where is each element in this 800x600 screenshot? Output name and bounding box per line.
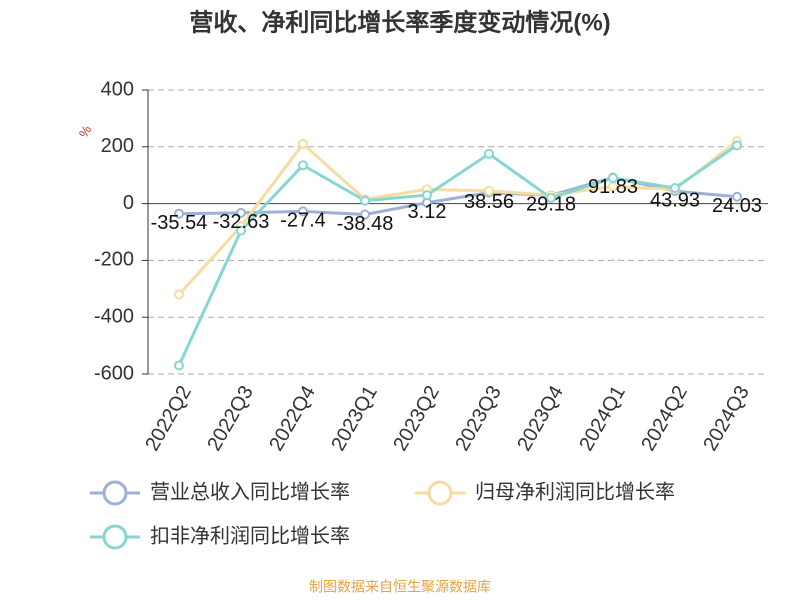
x-tick-label: 2023Q3	[451, 382, 506, 455]
series-line	[177, 139, 738, 296]
point	[236, 207, 246, 218]
data-label: -35.54	[151, 212, 208, 234]
data-label: -32.63	[213, 211, 270, 233]
point	[422, 190, 432, 201]
source-note: 制图数据来自恒生聚源数据库	[309, 579, 491, 595]
point	[360, 209, 370, 220]
point	[174, 208, 184, 219]
point	[236, 225, 246, 236]
series-line	[177, 144, 738, 367]
point	[608, 173, 618, 184]
y-tick-label: -200	[94, 249, 134, 271]
point	[174, 360, 184, 371]
x-tick-label: 2024Q3	[699, 382, 754, 455]
legend-marker	[427, 480, 453, 506]
x-tick-label: 2022Q3	[203, 382, 258, 455]
y-tick-label: 200	[101, 135, 134, 157]
data-label: 24.03	[712, 195, 762, 217]
y-tick-label: 400	[101, 78, 134, 100]
y-axis-label: %	[76, 122, 95, 140]
data-label: 91.83	[588, 176, 638, 198]
y-tick-label: -600	[94, 362, 134, 384]
data-label: -38.48	[337, 213, 394, 235]
point	[298, 206, 308, 217]
data-label: -27.4	[280, 210, 326, 232]
point	[546, 192, 556, 203]
legend-label: 营业总收入同比增长率	[150, 480, 350, 503]
x-tick-label: 2023Q4	[513, 382, 568, 455]
point	[298, 160, 308, 171]
x-tick-label: 2023Q2	[389, 382, 444, 455]
point	[732, 191, 742, 202]
x-tick-label: 2024Q2	[637, 382, 692, 455]
point	[732, 140, 742, 151]
data-label: 3.12	[408, 201, 447, 223]
point	[298, 138, 308, 149]
y-tick-label: 0	[123, 192, 134, 214]
point	[174, 289, 184, 300]
x-tick-label: 2022Q4	[265, 382, 320, 455]
legend-label: 归母净利润同比增长率	[475, 480, 675, 503]
y-tick-label: -400	[94, 305, 134, 327]
point	[670, 182, 680, 193]
x-tick-label: 2024Q1	[575, 382, 630, 455]
x-tick-label: 2022Q2	[141, 382, 196, 455]
legend-marker	[102, 524, 128, 550]
point	[484, 185, 494, 196]
point	[360, 195, 370, 206]
data-label: 38.56	[464, 191, 514, 213]
data-label: 43.93	[650, 189, 700, 211]
data-label: 29.18	[526, 194, 576, 216]
legend-marker	[102, 480, 128, 506]
x-tick-label: 2023Q1	[327, 382, 382, 455]
legend-label: 扣非净利润同比增长率	[150, 524, 350, 547]
chart-title: 营收、净利同比增长率季度变动情况(%)	[189, 8, 610, 36]
point	[484, 148, 494, 159]
